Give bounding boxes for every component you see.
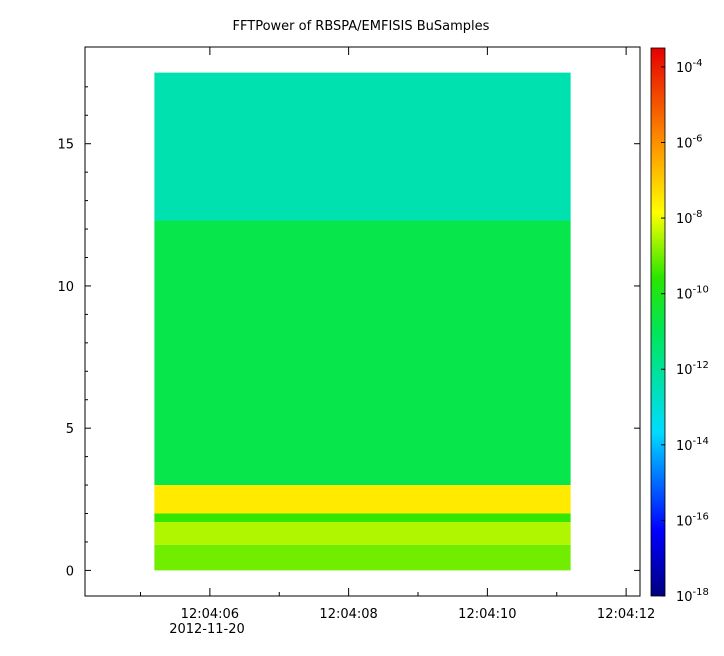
colorbar-tick-label: 10-6 — [676, 133, 703, 151]
y-tick-label: 10 — [57, 280, 74, 295]
y-axis: 0 5 10 15 — [57, 86, 640, 579]
y-tick-label: 15 — [57, 138, 74, 153]
spectrogram-band — [154, 522, 571, 545]
spectrogram-band — [154, 513, 571, 523]
colorbar-tick-label: 10-4 — [676, 58, 703, 76]
x-tick-label: 12:04:08 — [319, 607, 377, 622]
x-tick-label: 12:04:06 — [181, 607, 239, 622]
x-tick-label: 12:04:12 — [597, 607, 655, 622]
y-tick-label: 0 — [66, 564, 74, 579]
y-tick-label: 5 — [66, 422, 74, 437]
spectrogram-band — [154, 72, 571, 221]
spectrogram-band — [154, 220, 571, 486]
colorbar-tick-label: 10-18 — [676, 587, 709, 605]
x-tick-label: 12:04:10 — [458, 607, 516, 622]
chart-title: FFTPower of RBSPA/EMFISIS BuSamples — [233, 19, 490, 34]
x-axis-date-label: 2012-11-20 — [169, 622, 245, 637]
colorbar: 10-4 10-6 10-8 10-10 10-12 10-14 10-16 10-18 — [650, 47, 709, 605]
colorbar-tick-label: 10-10 — [676, 285, 709, 303]
x-axis: 12:04:06 12:04:08 12:04:10 12:04:12 — [140, 47, 655, 622]
colorbar-tick-label: 10-14 — [676, 436, 709, 454]
spectrogram-band — [154, 485, 571, 514]
colorbar-tick-label: 10-8 — [676, 209, 703, 227]
colorbar-tick-label: 10-16 — [676, 511, 709, 529]
spectrogram-band — [154, 544, 571, 571]
spectrogram — [154, 72, 571, 571]
colorbar-gradient — [650, 47, 666, 597]
colorbar-tick-label: 10-12 — [676, 360, 709, 378]
